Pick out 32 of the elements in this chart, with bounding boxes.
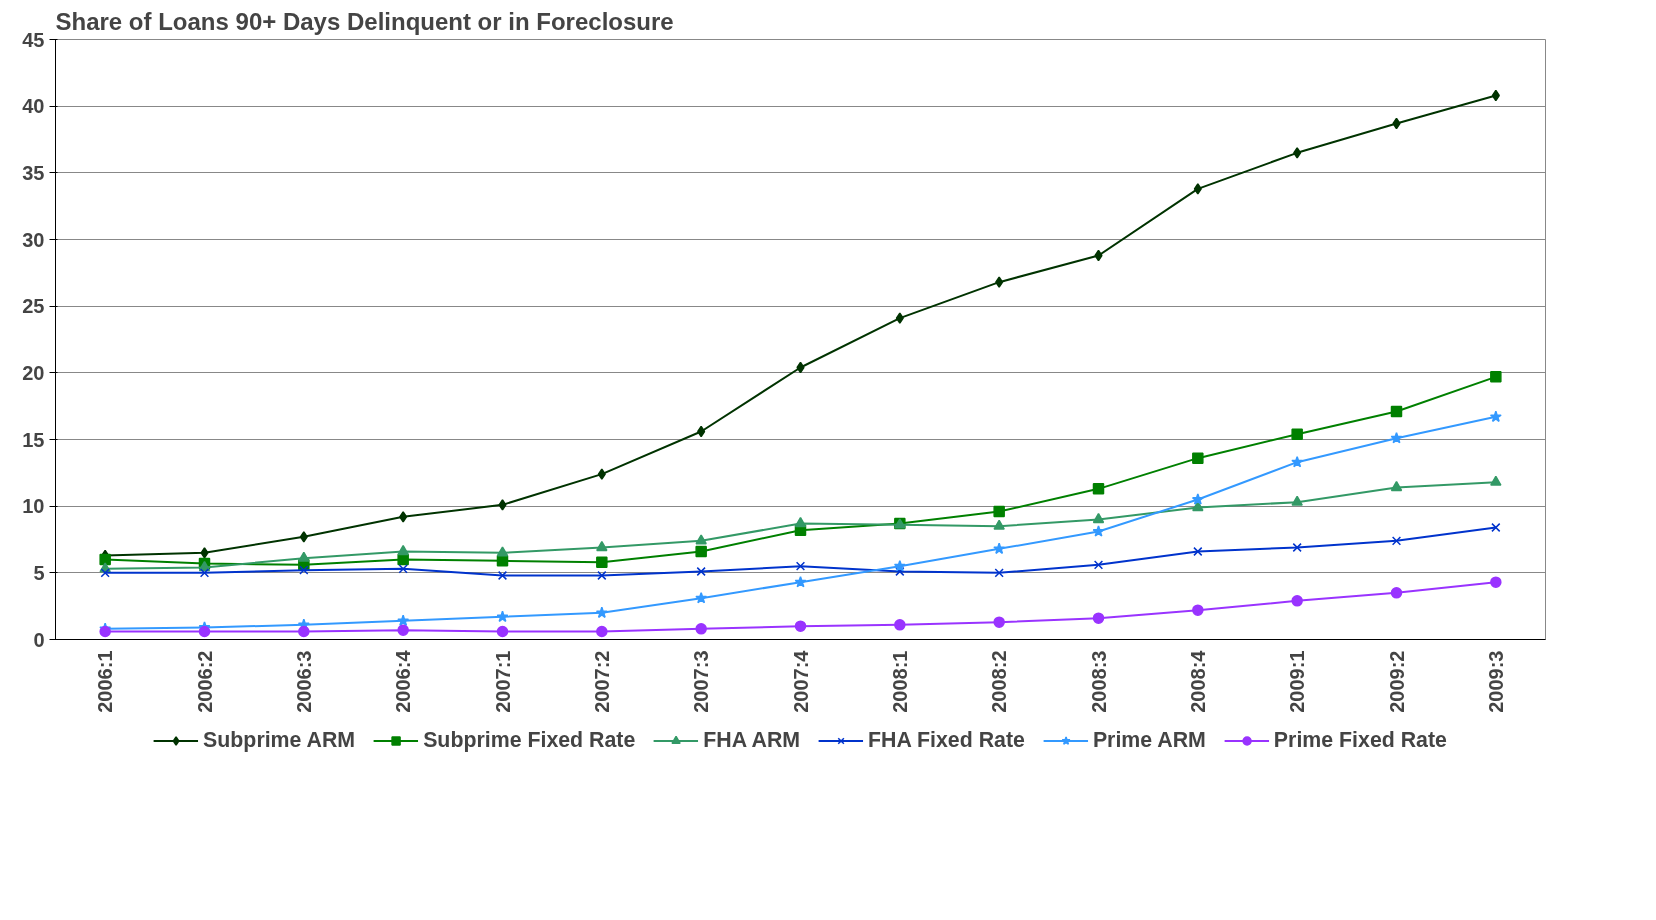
x-tick-label: 2007:4 [789, 649, 812, 713]
y-tick-label: 25 [22, 295, 45, 318]
legend-label: Prime ARM [1092, 727, 1206, 753]
chart-title: Share of Loans 90+ Days Delinquent or in Foreclosure [55, 7, 674, 35]
x-tick-label: 2008:1 [888, 650, 911, 713]
y-tick-label: 0 [33, 628, 45, 651]
legend-label: FHA ARM [703, 727, 801, 753]
x-tick-label: 2007:1 [491, 650, 514, 713]
y-tick-label: 10 [22, 495, 45, 518]
legend-label: Subprime ARM [203, 727, 356, 753]
y-tick-label: 35 [22, 161, 45, 184]
x-tick-label: 2006:2 [193, 650, 216, 713]
legend-label: Prime Fixed Rate [1273, 727, 1447, 753]
x-tick-label: 2006:4 [392, 649, 415, 713]
y-tick-label: 45 [22, 28, 45, 51]
x-tick-label: 2008:3 [1087, 650, 1110, 713]
x-tick-label: 2009:1 [1286, 650, 1309, 713]
x-tick-label: 2008:4 [1186, 649, 1209, 713]
x-tick-label: 2007:3 [690, 650, 713, 713]
y-tick-label: 5 [33, 561, 45, 584]
x-tick-label: 2008:2 [988, 650, 1011, 713]
legend-label: FHA Fixed Rate [868, 727, 1025, 753]
x-tick-label: 2007:2 [590, 650, 613, 713]
y-tick-label: 15 [22, 428, 45, 451]
y-tick-label: 30 [22, 228, 45, 251]
x-tick-label: 2006:3 [292, 650, 315, 713]
x-tick-label: 2009:3 [1484, 650, 1507, 713]
legend-label: Subprime Fixed Rate [423, 727, 636, 753]
y-tick-label: 20 [22, 361, 45, 384]
x-tick-label: 2006:1 [94, 650, 117, 713]
x-tick-label: 2009:2 [1385, 650, 1408, 713]
y-tick-label: 40 [22, 95, 45, 118]
